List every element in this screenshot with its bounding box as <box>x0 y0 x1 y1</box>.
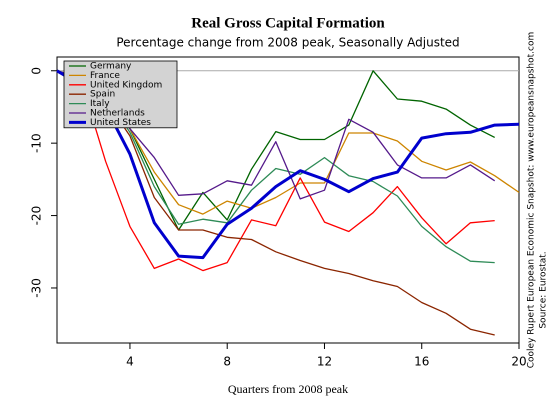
x-tick-label: 4 <box>126 355 134 369</box>
x-tick-label: 20 <box>511 355 526 369</box>
chart-subtitle: Percentage change from 2008 peak, Season… <box>116 36 459 50</box>
legend-label: Spain <box>90 90 115 100</box>
chart-title: Real Gross Capital Formation <box>191 15 385 31</box>
source-note: Source: Eurostat. <box>539 251 549 328</box>
x-tick-label: 16 <box>414 355 429 369</box>
x-tick-label: 12 <box>317 355 332 369</box>
series-line <box>56 69 520 260</box>
legend-label: Netherlands <box>90 109 145 119</box>
series-line <box>56 70 520 215</box>
x-axis-label: Quarters from 2008 peak <box>228 382 348 396</box>
legend-label: United Kingdom <box>90 80 162 90</box>
source-note: Cooley Rupert European Economic Snapshot… <box>527 32 537 369</box>
series-line <box>56 70 495 264</box>
plot-frame <box>56 56 520 344</box>
series-line <box>56 70 495 336</box>
y-tick-label: -20 <box>30 206 44 226</box>
legend-label: United States <box>90 118 151 128</box>
y-tick-label: -30 <box>30 278 44 298</box>
y-tick-label: 0 <box>30 67 44 75</box>
y-tick-label: -10 <box>30 133 44 153</box>
series-line <box>56 70 495 272</box>
legend-label: Italy <box>90 99 110 109</box>
legend-label: France <box>90 71 120 81</box>
series-line <box>56 70 496 200</box>
x-tick-label: 8 <box>223 355 231 369</box>
legend-label: Germany <box>90 62 132 72</box>
